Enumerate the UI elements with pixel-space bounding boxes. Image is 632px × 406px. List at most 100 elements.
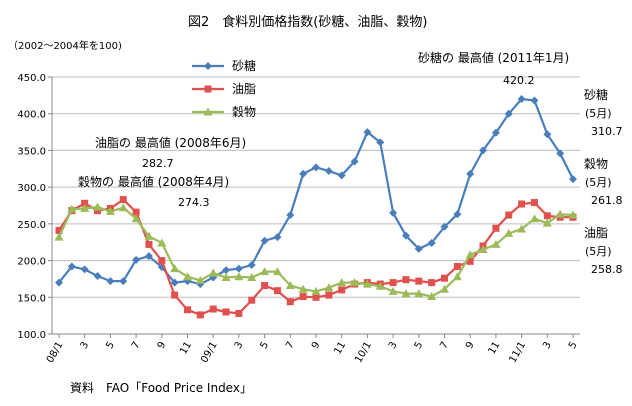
data-point bbox=[145, 240, 153, 248]
data-point bbox=[247, 272, 257, 281]
data-point bbox=[312, 163, 320, 172]
x-tick-label: 5 bbox=[104, 340, 117, 351]
x-tick-label: 09/1 bbox=[199, 340, 220, 365]
data-point bbox=[94, 207, 102, 215]
y-tick-label: 200.0 bbox=[17, 257, 46, 268]
series-layer bbox=[54, 95, 578, 319]
data-point bbox=[530, 199, 538, 207]
grain-peak-annotation: 穀物の 最高値 (2008年4月) bbox=[78, 174, 229, 189]
end-label-value: 258.8 bbox=[591, 263, 623, 276]
end-label-value: 310.7 bbox=[591, 125, 623, 138]
oil-peak-annotation: 油脂の 最高値 (2008年6月) bbox=[95, 135, 246, 150]
data-point bbox=[144, 231, 154, 240]
unit-label: （2002～2004年を100) bbox=[8, 39, 122, 52]
x-axis-ticks: 08/1 3 5 7 9 11 09/1 3 5 7 9 11 10/1 3 5 7 9 11 11/1 3 5 bbox=[45, 334, 580, 365]
data-point bbox=[441, 274, 448, 282]
data-point bbox=[555, 209, 565, 218]
legend-item: 砂糖 bbox=[192, 58, 256, 73]
data-point bbox=[170, 264, 180, 273]
data-point bbox=[375, 281, 385, 290]
data-point bbox=[132, 208, 140, 216]
x-tick-label: 5 bbox=[258, 340, 271, 351]
x-tick-label: 11 bbox=[332, 340, 348, 357]
data-point bbox=[401, 231, 410, 240]
data-point bbox=[466, 257, 474, 265]
legend-swatch-marker bbox=[203, 107, 213, 116]
data-point bbox=[440, 284, 449, 293]
data-point bbox=[427, 238, 436, 247]
data-point bbox=[222, 308, 230, 316]
data-point bbox=[569, 175, 577, 184]
y-axis-ticks: 100.0 150.0 200.0 250.0 300.0 350.0 400.0 450.0 bbox=[17, 73, 52, 341]
data-point bbox=[414, 244, 423, 253]
data-point bbox=[235, 309, 243, 317]
data-point bbox=[491, 239, 501, 248]
data-point bbox=[388, 286, 398, 295]
data-point bbox=[222, 266, 231, 275]
y-tick-label: 350.0 bbox=[17, 146, 46, 157]
data-point bbox=[325, 291, 333, 299]
y-tick-label: 250.0 bbox=[17, 220, 46, 231]
data-point bbox=[170, 278, 179, 287]
x-tick-label: 11 bbox=[487, 340, 503, 357]
data-point bbox=[196, 311, 204, 319]
data-point bbox=[504, 109, 513, 118]
data-point bbox=[402, 276, 410, 284]
data-point bbox=[363, 128, 372, 137]
y-tick-label: 150.0 bbox=[17, 293, 46, 304]
data-point bbox=[171, 291, 179, 299]
x-tick-label: 7 bbox=[438, 340, 451, 351]
data-point bbox=[311, 286, 321, 295]
legend-item: 油脂 bbox=[192, 81, 256, 96]
data-point bbox=[105, 206, 115, 215]
x-tick-label: 9 bbox=[310, 340, 323, 351]
data-point bbox=[517, 224, 527, 233]
data-point bbox=[285, 281, 295, 290]
x-tick-label: 5 bbox=[413, 340, 426, 351]
end-label-sugar: 砂糖 (5月) 310.7 bbox=[584, 87, 623, 138]
x-tick-label: 9 bbox=[156, 340, 169, 351]
end-label-oil: 油脂 (5月) 258.8 bbox=[584, 225, 623, 276]
data-point bbox=[119, 196, 127, 204]
x-tick-label: 7 bbox=[284, 340, 297, 351]
data-point bbox=[144, 252, 153, 261]
data-point bbox=[80, 265, 89, 274]
x-tick-label: 11/1 bbox=[507, 340, 528, 365]
source-note: 資料 FAO「Food Price Index」 bbox=[70, 381, 252, 395]
data-point bbox=[299, 169, 308, 178]
sugar-peak-value: 420.2 bbox=[503, 74, 535, 87]
data-point bbox=[543, 130, 552, 139]
data-point bbox=[427, 292, 437, 301]
end-label-name: 油脂 bbox=[584, 225, 608, 240]
legend-item: 穀物 bbox=[192, 105, 256, 119]
data-point bbox=[221, 272, 231, 281]
data-point bbox=[299, 293, 307, 301]
data-point bbox=[247, 260, 256, 269]
data-point bbox=[530, 96, 539, 105]
x-tick-label: 08/1 bbox=[45, 340, 66, 365]
data-point bbox=[67, 262, 76, 271]
data-point bbox=[260, 267, 270, 276]
data-point bbox=[517, 95, 526, 104]
data-point bbox=[261, 282, 269, 290]
data-point bbox=[119, 277, 128, 286]
data-point bbox=[195, 275, 205, 284]
end-label-value: 261.8 bbox=[591, 194, 623, 207]
data-point bbox=[131, 214, 141, 223]
data-point bbox=[67, 204, 77, 213]
data-point bbox=[389, 208, 398, 217]
data-point bbox=[568, 210, 578, 219]
data-point bbox=[273, 233, 282, 242]
data-point bbox=[440, 222, 449, 231]
end-label-name: 砂糖 bbox=[584, 87, 608, 102]
data-point bbox=[158, 257, 166, 265]
data-point bbox=[350, 157, 359, 166]
x-tick-label: 5 bbox=[567, 340, 580, 351]
data-point bbox=[55, 226, 63, 234]
data-point bbox=[118, 203, 128, 212]
legend-label: 穀物 bbox=[232, 105, 256, 119]
series-sugar bbox=[55, 95, 577, 289]
data-point bbox=[466, 169, 475, 178]
